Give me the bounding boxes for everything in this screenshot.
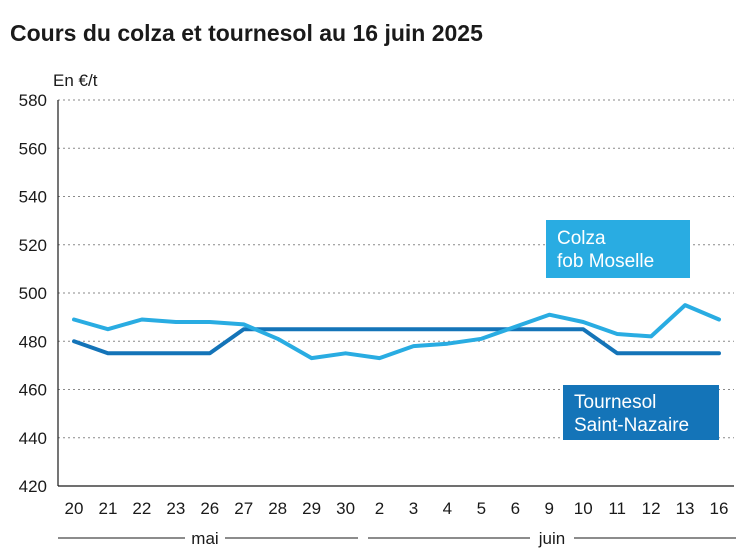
series-label-text: Saint-Nazaire [574, 415, 689, 436]
series-label-box [563, 385, 719, 440]
x-tick-label: 12 [642, 499, 661, 518]
series-lines [72, 303, 721, 361]
x-tick-label: 22 [132, 499, 151, 518]
y-tick-label: 480 [19, 332, 47, 351]
x-tick-label: 6 [511, 499, 520, 518]
x-tick-label: 4 [443, 499, 452, 518]
x-tick-label: 26 [200, 499, 219, 518]
x-tick-label: 13 [676, 499, 695, 518]
y-tick-label: 500 [19, 284, 47, 303]
month-labels: mai juin [58, 529, 736, 548]
series-label-text: fob Moselle [557, 251, 654, 272]
x-tick-label: 5 [477, 499, 486, 518]
x-tick-label: 3 [409, 499, 418, 518]
y-tick-label: 560 [19, 139, 47, 158]
x-tick-label: 20 [65, 499, 84, 518]
y-tick-label: 420 [19, 477, 47, 496]
x-tick-labels: 20 21 22 23 26 27 28 29 30 2 3 4 5 6 9 10 11 12 13 16 [65, 499, 729, 518]
series-line-colza [72, 303, 721, 361]
y-tick-label: 580 [19, 91, 47, 110]
x-tick-label: 10 [574, 499, 593, 518]
x-tick-label: 29 [302, 499, 321, 518]
x-tick-label: 21 [98, 499, 117, 518]
x-tick-label: 27 [234, 499, 253, 518]
x-tick-label: 11 [608, 499, 626, 518]
chart-title: Cours du colza et tournesol au 16 juin 2… [10, 20, 483, 46]
y-tick-labels: 420 440 460 480 500 520 540 560 580 [19, 91, 47, 496]
series-label-text: Tournesol [574, 392, 656, 413]
y-tick-label: 520 [19, 236, 47, 255]
x-tick-label: 2 [375, 499, 384, 518]
x-tick-label: 9 [545, 499, 554, 518]
y-tick-label: 460 [19, 381, 47, 400]
x-tick-label: 30 [336, 499, 355, 518]
month-label: mai [191, 529, 218, 548]
x-tick-label: 16 [710, 499, 729, 518]
series-label-text: Colza [557, 228, 606, 249]
series-label-box [546, 220, 690, 278]
series-line-tournesol [72, 327, 721, 356]
y-axis-unit-label: En €/t [53, 71, 98, 90]
x-tick-label: 28 [268, 499, 287, 518]
y-tick-label: 440 [19, 429, 47, 448]
x-tick-label: 23 [166, 499, 185, 518]
month-label: juin [538, 529, 565, 548]
y-tick-label: 540 [19, 188, 47, 207]
